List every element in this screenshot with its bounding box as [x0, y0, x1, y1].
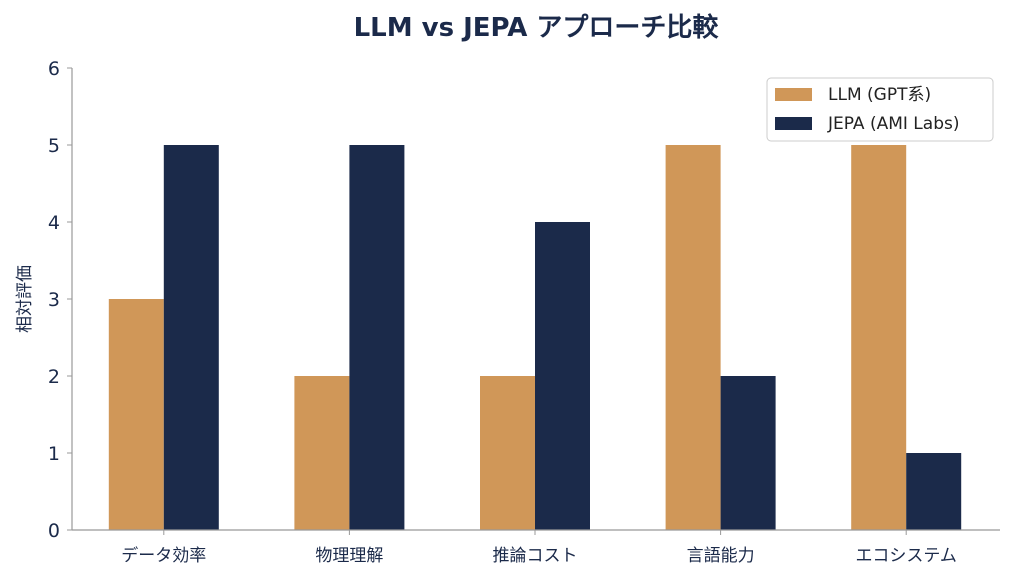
y-tick-label: 0	[48, 520, 60, 542]
bar-jepa-2	[535, 222, 590, 530]
bar-llm-3	[665, 145, 721, 530]
bar-jepa-0	[163, 145, 219, 530]
x-tick-label: エコシステム	[855, 546, 957, 566]
legend-box	[766, 77, 994, 142]
chart-title: LLM vs JEPA アプローチ比較	[354, 12, 720, 43]
legend: LLM (GPT系) JEPA (AMI Labs)	[766, 77, 994, 142]
legend-label: LLM (GPT系)	[828, 85, 931, 105]
y-tick-label: 5	[48, 135, 60, 157]
y-tick-label: 2	[48, 366, 60, 388]
legend-swatch	[775, 117, 812, 130]
bar-llm-4	[851, 145, 907, 530]
x-tick-label: 推論コスト	[493, 546, 578, 566]
bar-jepa-3	[720, 376, 776, 530]
y-axis-label: 相対評価	[15, 265, 35, 333]
bar-llm-1	[294, 376, 350, 530]
x-tick-label: データ効率	[121, 545, 206, 566]
y-tick-label: 3	[48, 289, 60, 311]
bar-llm-0	[108, 299, 164, 530]
legend-swatch	[775, 88, 812, 101]
y-tick-label: 1	[48, 443, 60, 465]
bar-jepa-1	[349, 145, 405, 530]
bar-llm-2	[480, 376, 535, 530]
legend-label: JEPA (AMI Labs)	[827, 114, 959, 134]
x-tick-label: 物理理解	[315, 546, 383, 566]
y-tick-label: 4	[48, 212, 60, 234]
bar-jepa-4	[906, 453, 962, 530]
x-tick-label: 言語能力	[687, 546, 755, 566]
y-tick-label: 6	[48, 58, 60, 80]
